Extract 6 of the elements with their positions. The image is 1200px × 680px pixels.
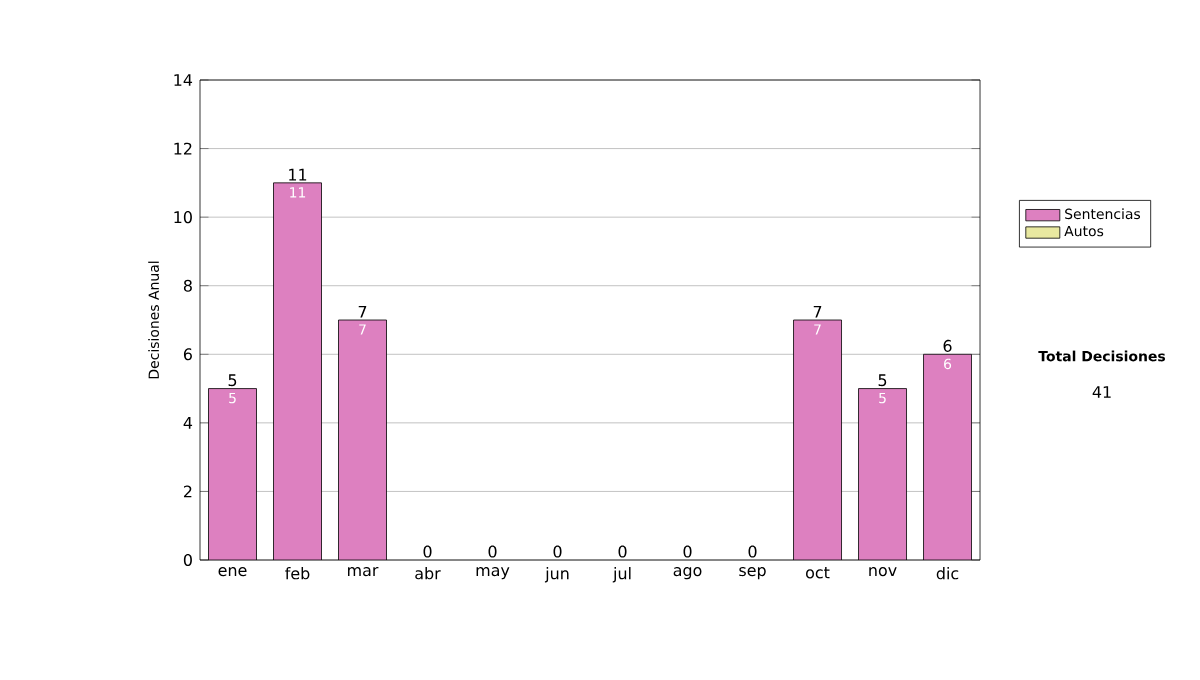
bar bbox=[858, 388, 907, 560]
bar bbox=[793, 319, 842, 560]
bar bbox=[923, 353, 972, 560]
bar bbox=[338, 319, 387, 560]
bar bbox=[273, 182, 322, 560]
bar bbox=[208, 388, 257, 560]
